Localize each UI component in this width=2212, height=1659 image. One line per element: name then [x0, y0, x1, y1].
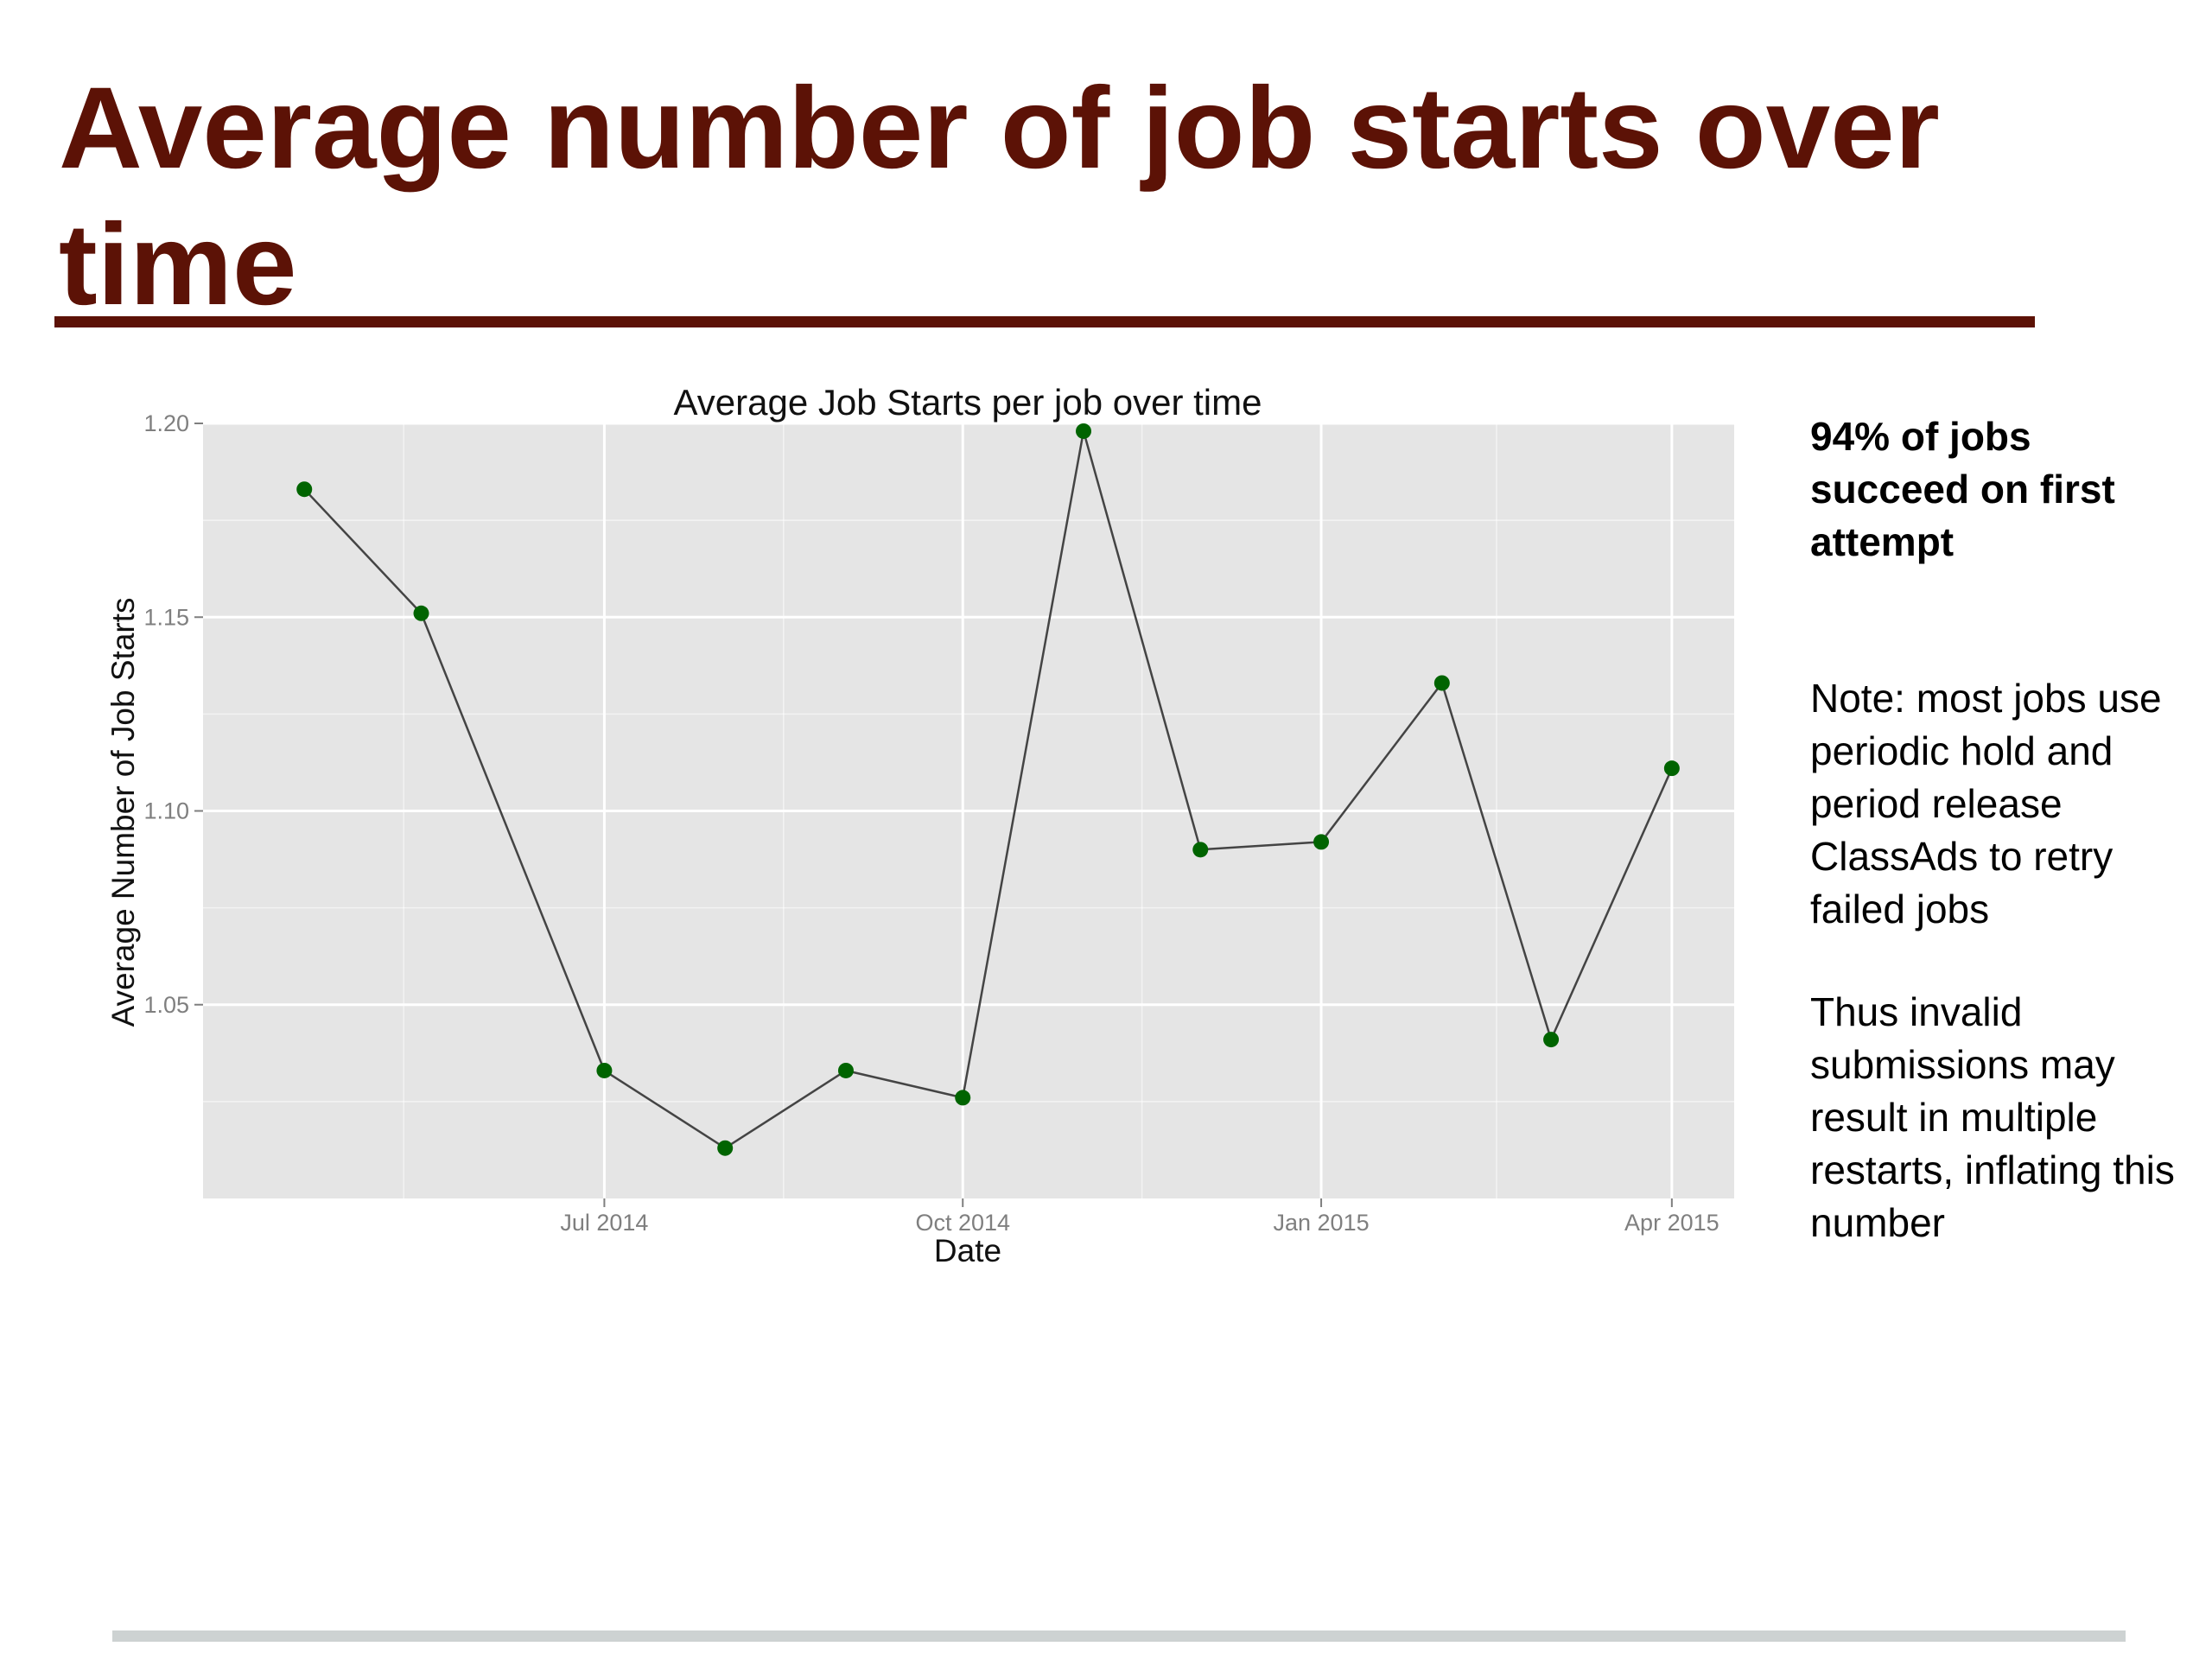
chart-title: Average Job Starts per job over time	[674, 382, 1262, 423]
data-point	[1543, 1032, 1560, 1048]
data-point	[837, 1062, 854, 1078]
data-point	[955, 1090, 971, 1106]
data-point	[1663, 760, 1680, 777]
data-point	[1076, 423, 1092, 439]
title-divider	[54, 316, 2035, 327]
x-axis-label: Date	[934, 1233, 1001, 1268]
x-tick-label: Jan 2015	[1274, 1210, 1370, 1236]
data-point	[413, 605, 429, 621]
slide-title: Average number of job starts over time	[59, 64, 1940, 329]
data-point	[596, 1062, 613, 1078]
y-tick-label: 1.05	[143, 992, 189, 1018]
y-axis-label: Average Number of Job Starts	[105, 597, 141, 1027]
inflation-note: Thus invalid submissions may result in m…	[1810, 989, 2175, 1245]
series-line	[303, 430, 1674, 1150]
data-point	[1433, 675, 1450, 691]
y-tick-label: 1.20	[143, 410, 189, 436]
data-series	[296, 423, 1680, 1156]
x-tick-label: Oct 2014	[915, 1210, 1010, 1236]
y-tick-label: 1.10	[143, 798, 189, 824]
data-point	[1192, 842, 1209, 858]
retry-note: Note: most jobs use periodic hold and pe…	[1810, 676, 2162, 931]
data-point	[1313, 834, 1330, 850]
x-tick-label: Apr 2015	[1624, 1210, 1719, 1236]
data-point	[296, 481, 313, 498]
data-point	[717, 1140, 734, 1156]
x-tick-label: Jul 2014	[560, 1210, 648, 1236]
y-tick-label: 1.15	[143, 604, 189, 630]
major-gridlines	[203, 422, 1734, 1198]
success-rate-heading: 94% of jobs succeed on first attempt	[1810, 414, 2115, 564]
footer-divider	[112, 1630, 2126, 1642]
axis-ticks: 1.05 1.10 1.15 1.20 Jul 2014 Oct 2014 Jan 2015…	[143, 410, 1719, 1236]
